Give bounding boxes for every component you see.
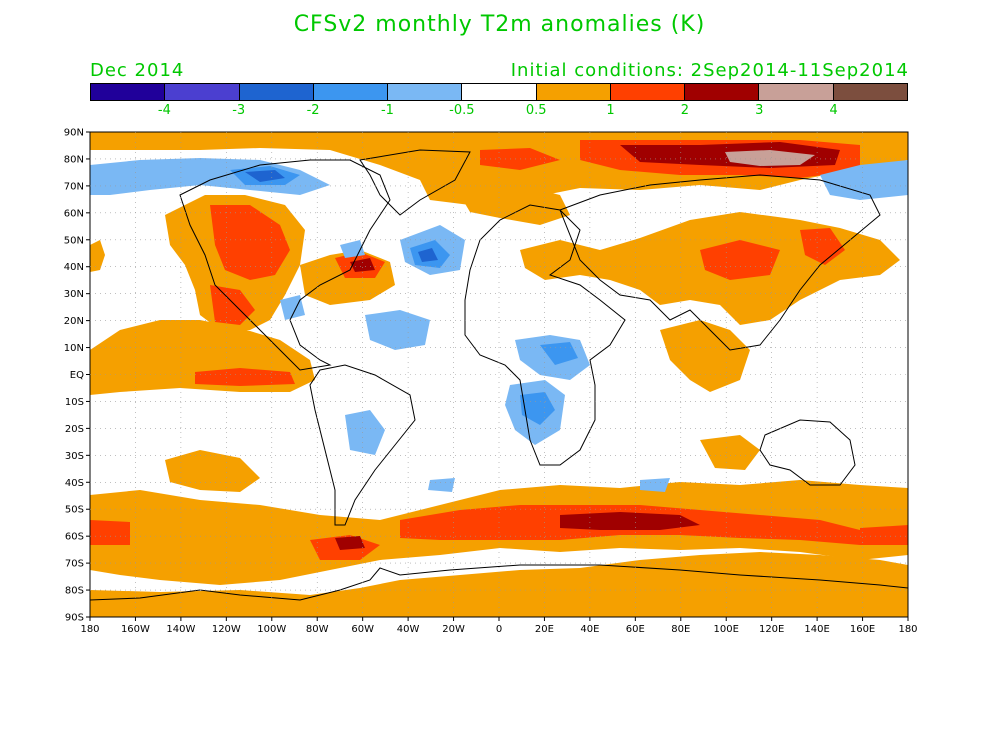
lat-label: 80S bbox=[65, 586, 84, 597]
lat-label: 50N bbox=[64, 235, 84, 246]
colorbar-swatch bbox=[239, 84, 314, 100]
lat-label: 20S bbox=[65, 424, 84, 435]
lon-label: 100W bbox=[257, 624, 286, 635]
lon-label: 120E bbox=[759, 624, 784, 635]
coastlines bbox=[90, 149, 908, 601]
lat-label: 20N bbox=[64, 316, 84, 327]
strong-negative-regions bbox=[245, 170, 438, 262]
colorbar-swatch bbox=[536, 84, 611, 100]
forecast-month: Dec 2014 bbox=[90, 60, 185, 81]
map-title: CFSv2 monthly T2m anomalies (K) bbox=[293, 12, 706, 37]
colorbar-label: 3 bbox=[755, 103, 764, 118]
colorbar-swatch bbox=[165, 84, 240, 100]
colorbar-label: -3 bbox=[232, 103, 246, 118]
colorbar-swatch bbox=[388, 84, 463, 100]
lat-label: 10S bbox=[65, 397, 84, 408]
lat-label: 40S bbox=[65, 478, 84, 489]
colorbar-swatch bbox=[462, 84, 537, 100]
extreme-positive-regions bbox=[725, 150, 815, 166]
lat-label: 10N bbox=[64, 343, 84, 354]
colorbar-swatch bbox=[759, 84, 834, 100]
lat-label: 60N bbox=[64, 208, 84, 219]
lon-label: 40W bbox=[397, 624, 420, 635]
lat-label: 90N bbox=[64, 128, 84, 139]
moderate-negative-regions bbox=[230, 166, 578, 425]
lon-label: 140W bbox=[166, 624, 195, 635]
colorbar-labels: -4 -3 -2 -1 -0.5 0.5 1 2 3 4 bbox=[90, 103, 908, 121]
lat-label: 30S bbox=[65, 451, 84, 462]
lat-label: 30N bbox=[64, 289, 84, 300]
lon-label: 0 bbox=[496, 624, 502, 635]
colorbar-label: 1 bbox=[606, 103, 615, 118]
lat-label: 60S bbox=[65, 532, 84, 543]
colorbar-label: -1 bbox=[380, 103, 394, 118]
lon-label: 80W bbox=[306, 624, 329, 635]
lat-label: 70N bbox=[64, 181, 84, 192]
lat-label: 40N bbox=[64, 262, 84, 273]
colorbar-label: 2 bbox=[680, 103, 690, 118]
lon-label: 160E bbox=[850, 624, 875, 635]
lat-label: 80N bbox=[64, 154, 84, 165]
lon-label: 120W bbox=[212, 624, 241, 635]
lat-label: 70S bbox=[65, 559, 84, 570]
colorbar-label: 4 bbox=[829, 103, 838, 118]
lon-label: 160W bbox=[121, 624, 150, 635]
lat-label: 50S bbox=[65, 505, 84, 516]
colorbar-label: 0.5 bbox=[525, 103, 547, 118]
colorbar-swatch bbox=[685, 84, 760, 100]
lon-label: 20W bbox=[442, 624, 465, 635]
gridlines bbox=[90, 132, 908, 617]
lon-label: 20E bbox=[535, 624, 554, 635]
lon-label: 60E bbox=[626, 624, 645, 635]
lon-label: 40E bbox=[580, 624, 599, 635]
colorbar-swatch bbox=[313, 84, 389, 100]
initial-conditions: Initial conditions: 2Sep2014-11Sep2014 bbox=[510, 60, 909, 81]
lat-label: EQ bbox=[70, 370, 84, 381]
longitude-axis: 180 160W 140W 120W 100W 80W 60W 40W 20W 0 20E 40E 60… bbox=[80, 617, 918, 635]
colorbar-label: -2 bbox=[306, 103, 320, 118]
colorbar-swatch bbox=[833, 84, 907, 100]
latitude-axis: 90N 80N 70N 60N 50N 40N 30N 20N 10N EQ 10S 20S 30S 40… bbox=[64, 128, 90, 624]
lat-label: 90S bbox=[65, 613, 84, 624]
colorbar-label: -0.5 bbox=[449, 103, 475, 118]
lon-label: 180 bbox=[898, 624, 917, 635]
lon-label: 60W bbox=[351, 624, 374, 635]
lon-label: 100E bbox=[714, 624, 739, 635]
lon-label: 80E bbox=[671, 624, 690, 635]
lon-label: 140E bbox=[804, 624, 829, 635]
lon-label: 180 bbox=[80, 624, 99, 635]
colorbar-swatch bbox=[610, 84, 686, 100]
colorbar bbox=[90, 83, 908, 101]
colorbar-swatch bbox=[91, 84, 166, 100]
colorbar-label: -4 bbox=[157, 103, 171, 118]
